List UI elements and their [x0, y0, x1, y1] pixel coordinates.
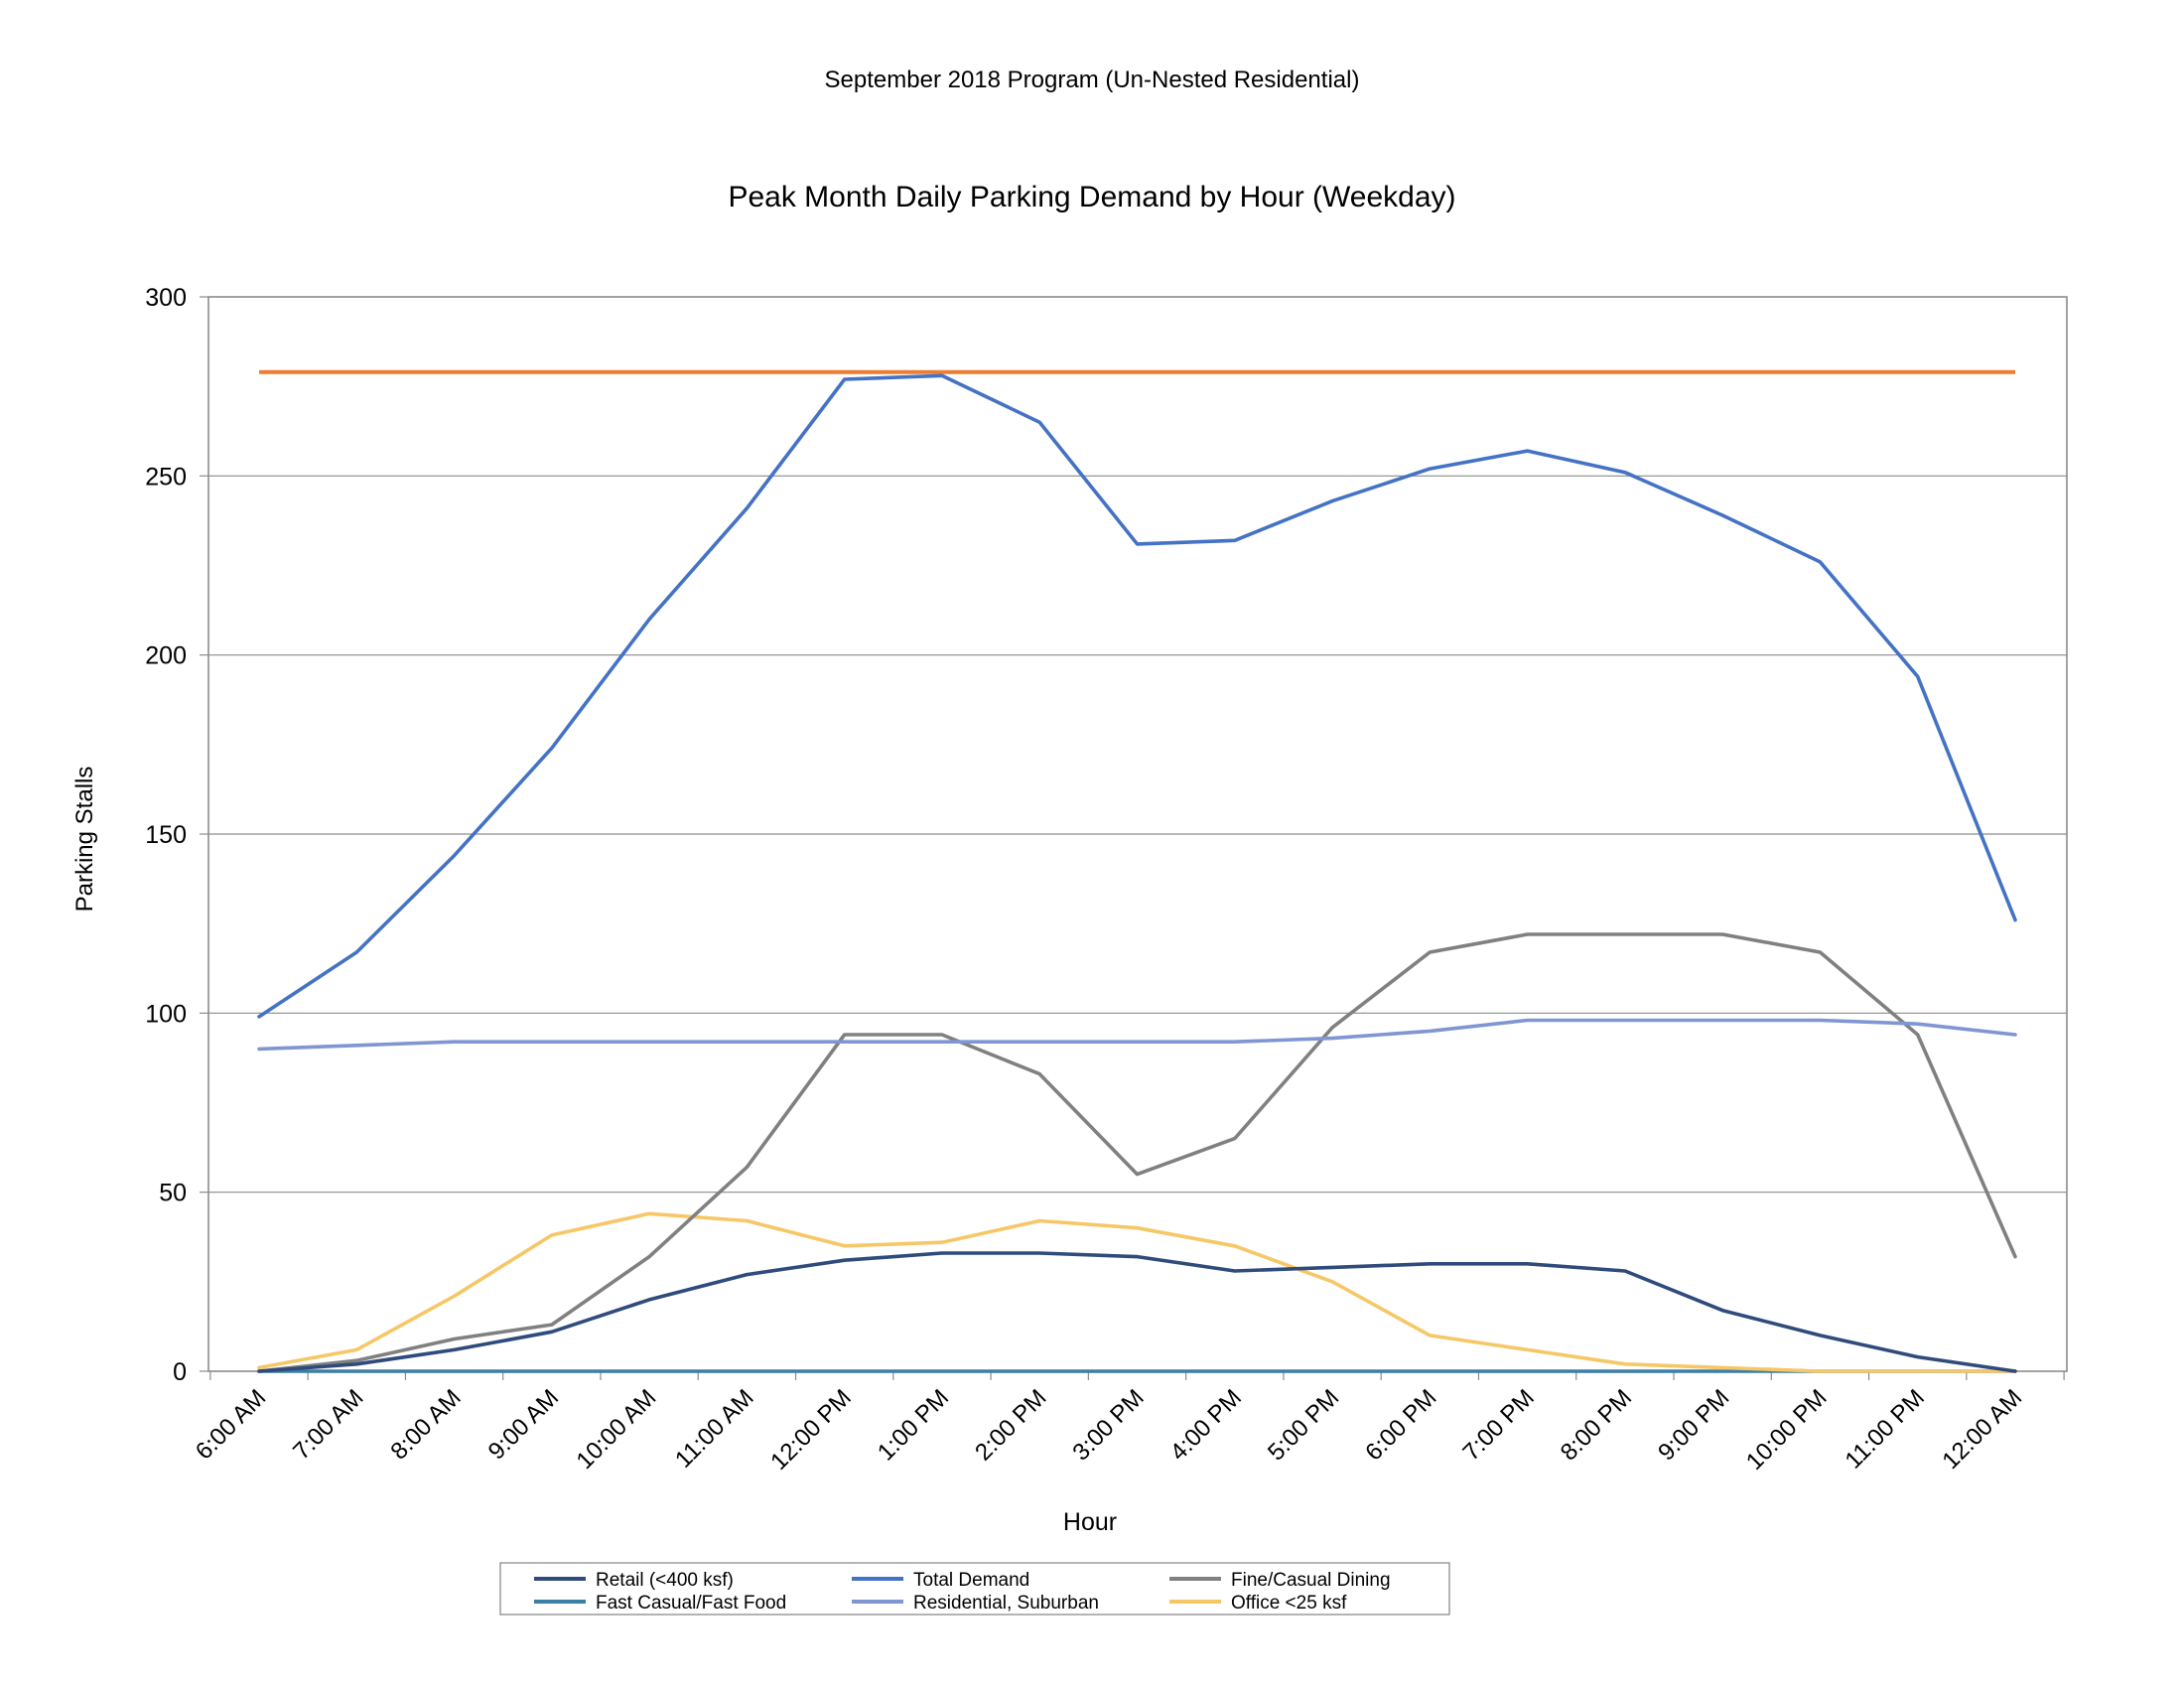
x-tick-label: 6:00 PM	[1360, 1384, 1441, 1466]
series-line-residential-suburban	[257, 1018, 2017, 1052]
legend-label-total-demand: Total Demand	[913, 1570, 1029, 1591]
gridlines	[208, 475, 2067, 1194]
x-tick-label: 11:00 PM	[1840, 1384, 1929, 1474]
series-line-office-25-ksf	[257, 1211, 2017, 1373]
chart-subtitle: September 2018 Program (Un-Nested Reside…	[825, 67, 1360, 93]
y-tick-label: 250	[145, 463, 187, 491]
legend-label-retail-400-ksf: Retail (<400 ksf)	[596, 1570, 734, 1591]
x-tick-label: 2:00 PM	[970, 1384, 1051, 1466]
x-tick-label: 7:00 PM	[1458, 1384, 1540, 1466]
x-tick-label: 11:00 AM	[670, 1384, 759, 1474]
x-tick-label: 10:00 AM	[572, 1384, 662, 1475]
chart-title: Peak Month Daily Parking Demand by Hour …	[728, 181, 1455, 213]
x-tick-label: 4:00 PM	[1165, 1384, 1247, 1466]
legend-label-fine-casual-dining: Fine/Casual Dining	[1231, 1570, 1391, 1591]
legend-label-fast-casual-fast-food: Fast Casual/Fast Food	[596, 1593, 786, 1614]
x-tick-label: 6:00 AM	[191, 1384, 271, 1465]
x-tick-label: 5:00 PM	[1263, 1384, 1344, 1466]
x-tick-label: 3:00 PM	[1067, 1384, 1149, 1466]
x-tick-label: 9:00 PM	[1653, 1384, 1734, 1466]
x-tick-label: 12:00 AM	[1937, 1384, 2027, 1475]
legend-label-office-25-ksf: Office <25 ksf	[1231, 1593, 1347, 1614]
y-tick-label: 0	[173, 1358, 187, 1386]
legend: Retail (<400 ksf) Total Demand Fine/Casual…	[499, 1562, 1450, 1616]
y-tick-label: 200	[145, 642, 187, 670]
x-tick-label: 12:00 PM	[765, 1384, 857, 1476]
x-tick-label: 8:00 AM	[385, 1384, 466, 1465]
x-tick-label: 10:00 PM	[1741, 1384, 1833, 1476]
y-tick-label: 100	[145, 1000, 187, 1028]
series-line-retail-400-ksf	[257, 1251, 2017, 1373]
x-tick-label: 9:00 AM	[483, 1384, 564, 1465]
legend-box	[499, 1562, 1450, 1616]
y-tick-label: 300	[145, 284, 187, 312]
x-axis-label: Hour	[1063, 1508, 1117, 1536]
y-tick-label: 50	[159, 1180, 187, 1207]
series-line-fine-casual-dining	[257, 932, 2017, 1373]
y-tick-label: 150	[145, 821, 187, 849]
x-tick-label: 1:00 PM	[873, 1384, 954, 1466]
series-line-total-demand	[257, 373, 2017, 1019]
legend-label-residential-suburban: Residential, Suburban	[913, 1593, 1099, 1614]
series-lines	[257, 369, 2017, 1373]
x-tick-label: 8:00 PM	[1556, 1384, 1637, 1466]
y-axis-label: Parking Stalls	[71, 767, 98, 913]
x-tick-label: 7:00 AM	[288, 1384, 368, 1465]
